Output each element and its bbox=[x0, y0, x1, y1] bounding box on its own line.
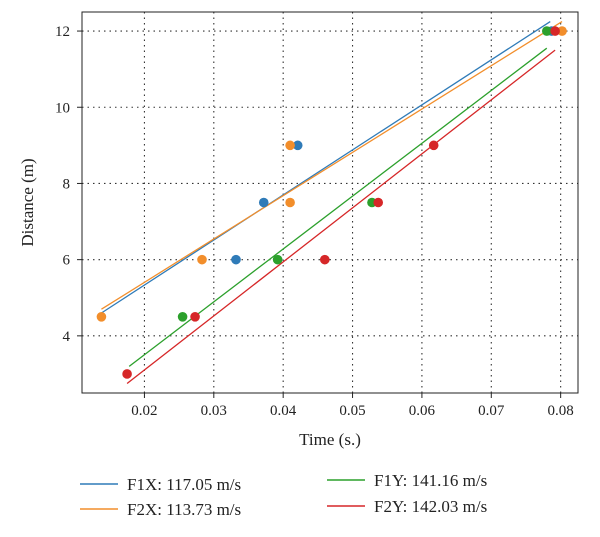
x-axis-label: Time (s.) bbox=[299, 430, 361, 449]
x-tick-label: 0.04 bbox=[270, 403, 297, 419]
data-point-series-4 bbox=[122, 369, 132, 379]
data-point-series-3 bbox=[177, 312, 188, 322]
legend-label: F2X: 113.73 m/s bbox=[127, 500, 241, 519]
data-point-series-4 bbox=[550, 26, 560, 36]
legend-item: F1Y: 141.16 m/s bbox=[327, 471, 487, 490]
legend: F1X: 117.05 m/s F2X: 113.73 m/s F1Y: 141.1… bbox=[80, 471, 487, 519]
legend-item: F2Y: 142.03 m/s bbox=[327, 497, 487, 516]
axes bbox=[77, 11, 579, 398]
x-tick-label: 0.08 bbox=[548, 403, 574, 419]
plot-frame bbox=[81, 11, 579, 394]
data-point-series-2 bbox=[557, 26, 567, 36]
data-point-series-4 bbox=[190, 312, 200, 322]
legend-item: F1X: 117.05 m/s bbox=[80, 475, 241, 494]
data-point-series-1 bbox=[258, 197, 269, 208]
legend-label: F2Y: 142.03 m/s bbox=[374, 497, 487, 516]
grid bbox=[82, 12, 578, 393]
y-tick-label: 6 bbox=[63, 253, 71, 269]
x-tick-label: 0.03 bbox=[201, 403, 227, 419]
data-point-series-2 bbox=[285, 140, 295, 151]
data-point-series-4 bbox=[319, 254, 330, 265]
fit-line-4 bbox=[126, 49, 556, 384]
y-tick-label: 8 bbox=[63, 176, 71, 192]
legend-label: F1X: 117.05 m/s bbox=[127, 475, 241, 494]
data-point-series-4 bbox=[373, 197, 384, 208]
legend-item: F2X: 113.73 m/s bbox=[80, 500, 241, 519]
x-tick-label: 0.05 bbox=[339, 403, 365, 419]
y-tick-label: 10 bbox=[55, 100, 70, 116]
y-tick-label: 12 bbox=[55, 24, 70, 40]
fit-line-3 bbox=[128, 47, 548, 367]
data-point-series-2 bbox=[197, 254, 207, 265]
y-tick-label: 4 bbox=[63, 329, 71, 345]
y-axis-label: Distance (m) bbox=[18, 158, 37, 246]
data-point-series-1 bbox=[292, 140, 303, 151]
data-point-series-2 bbox=[285, 197, 295, 208]
data-point-series-3 bbox=[272, 254, 283, 265]
data-points bbox=[96, 26, 567, 379]
data-point-series-3 bbox=[541, 26, 552, 36]
x-tick-label: 0.06 bbox=[409, 403, 436, 419]
x-tick-label: 0.02 bbox=[131, 403, 157, 419]
data-point-series-1 bbox=[231, 254, 241, 265]
fit-lines bbox=[101, 20, 563, 384]
fit-line-1 bbox=[101, 20, 551, 314]
x-tick-label: 0.07 bbox=[478, 403, 505, 419]
legend-label: F1Y: 141.16 m/s bbox=[374, 471, 487, 490]
data-point-series-4 bbox=[428, 140, 439, 151]
data-point-series-2 bbox=[96, 312, 107, 322]
fit-line-2 bbox=[101, 20, 563, 310]
tick-labels: 0.02 0.03 0.04 0.05 0.06 0.07 0.08 4 6 8 10 12 bbox=[55, 24, 574, 419]
